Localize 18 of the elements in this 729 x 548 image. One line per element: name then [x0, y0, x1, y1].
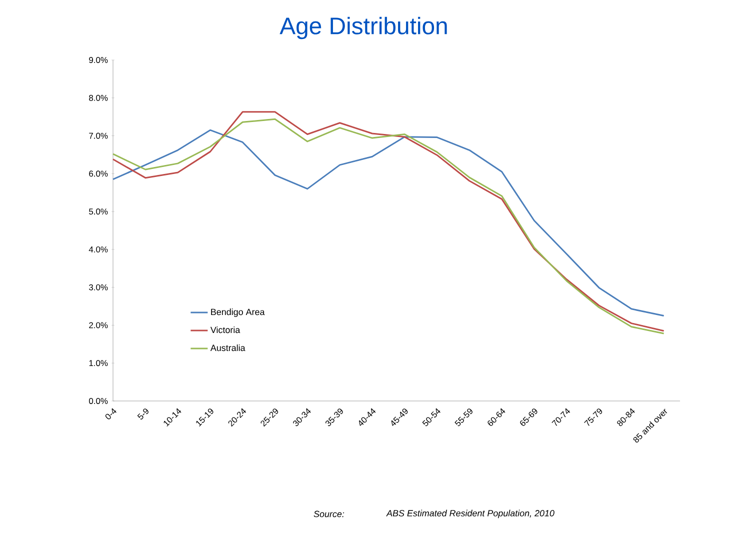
source-note: Source: [314, 510, 344, 518]
y-tick-label: 1.0% [89, 360, 108, 366]
text: ABS Estimated Resident Population, 2010 [386, 510, 554, 518]
y-tick-label: 5.0% [89, 208, 108, 215]
y-tick-label: 0.0% [89, 398, 108, 404]
legend-label: Victoria [210, 326, 240, 334]
legend-label: Australia [210, 344, 246, 352]
y-tick-label: 9.0% [89, 57, 108, 63]
y-tick-label: 7.0% [89, 132, 108, 139]
y-tick-label: 3.0% [89, 284, 108, 290]
y-tick-label: 6.0% [89, 170, 108, 177]
y-tick-label: 4.0% [88, 246, 108, 252]
chart-title: Age Distribution [280, 16, 447, 40]
x-tick-label: 0-4 [105, 408, 116, 420]
x-tick-label: 5-9 [137, 408, 148, 420]
y-tick-label: 2.0% [89, 322, 108, 328]
legend-label: Bendigo Area [211, 308, 265, 317]
y-tick-label: 8.0% [89, 94, 108, 101]
